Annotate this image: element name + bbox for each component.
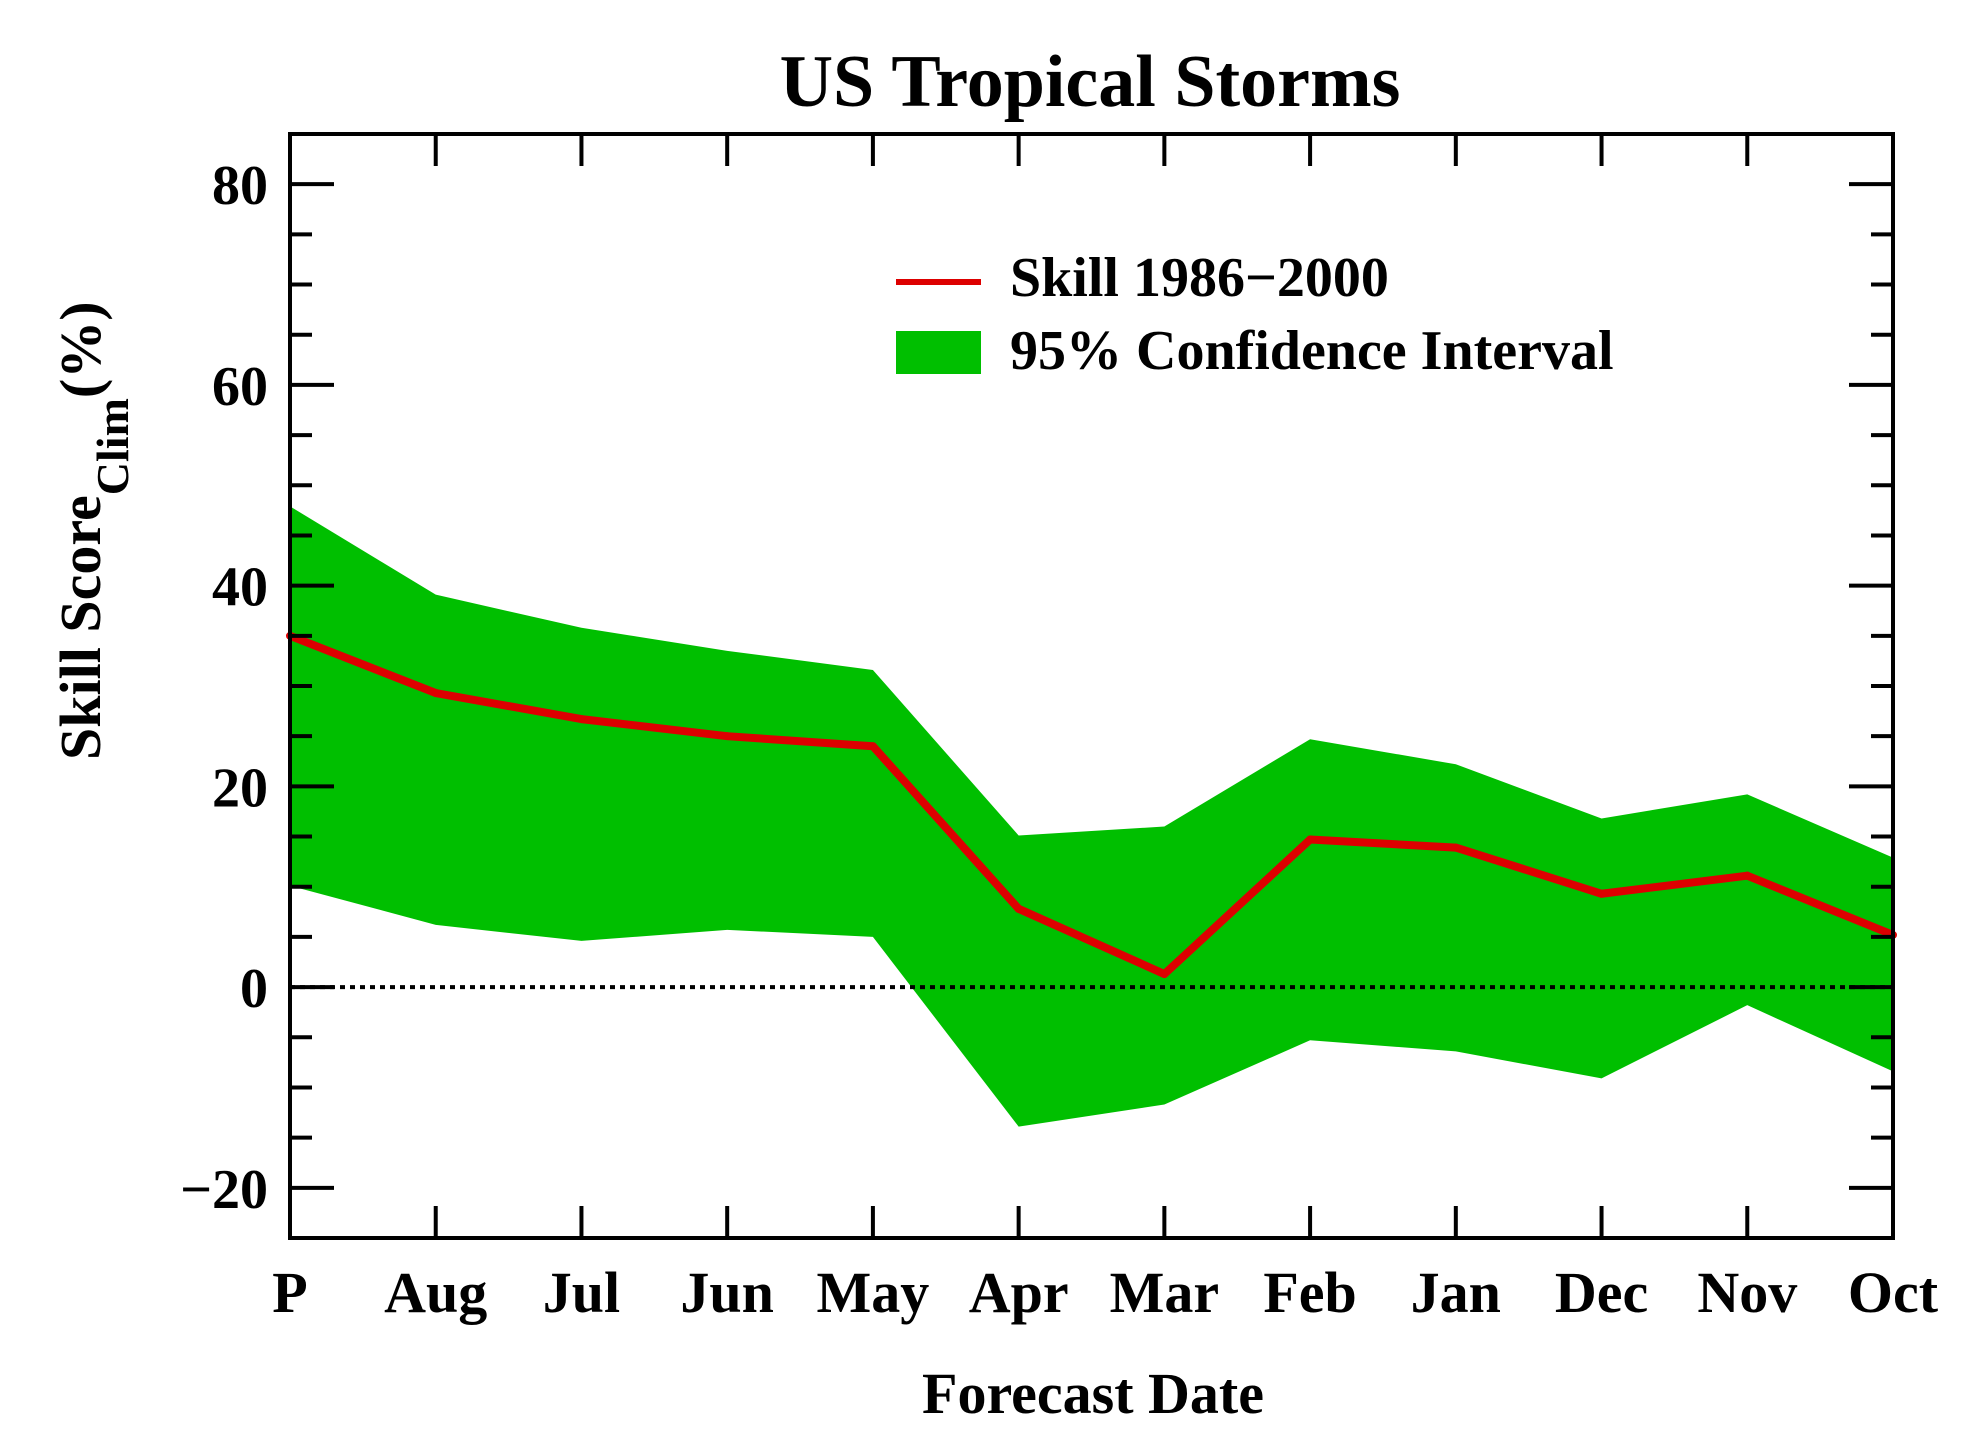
legend: Skill 1986−2000 95% Confidence Interval (896, 247, 1614, 382)
legend-label-skill: Skill 1986−2000 (1010, 247, 1389, 309)
y-tick-labels: −20 0 20 40 60 80 (180, 155, 268, 1221)
x-tick-label: Aug (384, 1260, 487, 1325)
y-tick-label: 20 (212, 757, 268, 819)
y-axis-label-main: Skill Score (48, 495, 113, 760)
legend-label-confidence: 95% Confidence Interval (1010, 320, 1614, 382)
data-point-aug (431, 689, 440, 698)
data-point-jul (577, 715, 586, 724)
data-point-feb (1306, 835, 1315, 844)
data-point-nov (1743, 871, 1752, 880)
data-point-may (868, 742, 877, 751)
series-line-skill (288, 632, 1895, 979)
y-tick-label: 80 (212, 155, 268, 217)
legend-band-swatch (896, 331, 981, 374)
x-axis-label: Forecast Date (922, 1361, 1264, 1426)
y-axis-label-unit: (%) (48, 301, 113, 398)
x-tick-label: May (817, 1260, 930, 1325)
data-point-dec (1597, 889, 1606, 898)
series-layer (286, 631, 1897, 979)
data-point-apr (1014, 904, 1023, 913)
y-tick-label: −20 (180, 1159, 268, 1221)
y-axis-label: Skill ScoreClim(%) (48, 301, 138, 760)
data-point-jan (1451, 843, 1460, 852)
x-tick-label: P (272, 1260, 307, 1325)
x-tick-label: Nov (1697, 1260, 1797, 1325)
chart-title: US Tropical Storms (780, 41, 1401, 123)
y-tick-label: 40 (212, 557, 268, 619)
y-axis-label-subscript: Clim (87, 398, 138, 495)
x-tick-label: Jun (680, 1260, 774, 1325)
x-tick-label: Feb (1263, 1260, 1356, 1325)
confidence-band-layer (290, 506, 1893, 1127)
x-tick-labels: P Aug Jul Jun May Apr Mar Feb Jan Dec Nov Oct (272, 1260, 1938, 1325)
x-tick-label: Jul (543, 1260, 620, 1325)
confidence-band (290, 506, 1893, 1127)
data-point-mar (1160, 970, 1169, 979)
svg-text:Skill ScoreClim(%): Skill ScoreClim(%) (48, 301, 138, 760)
x-tick-label: Dec (1555, 1260, 1648, 1325)
x-tick-label: Apr (969, 1260, 1069, 1325)
y-tick-label: 0 (240, 958, 268, 1020)
x-tick-label: Jan (1411, 1260, 1501, 1325)
y-tick-label: 60 (212, 356, 268, 418)
data-point-jun (723, 732, 732, 741)
x-tick-label: Oct (1848, 1260, 1939, 1325)
x-tick-label: Mar (1110, 1260, 1220, 1325)
axes-layer (288, 132, 1895, 1240)
